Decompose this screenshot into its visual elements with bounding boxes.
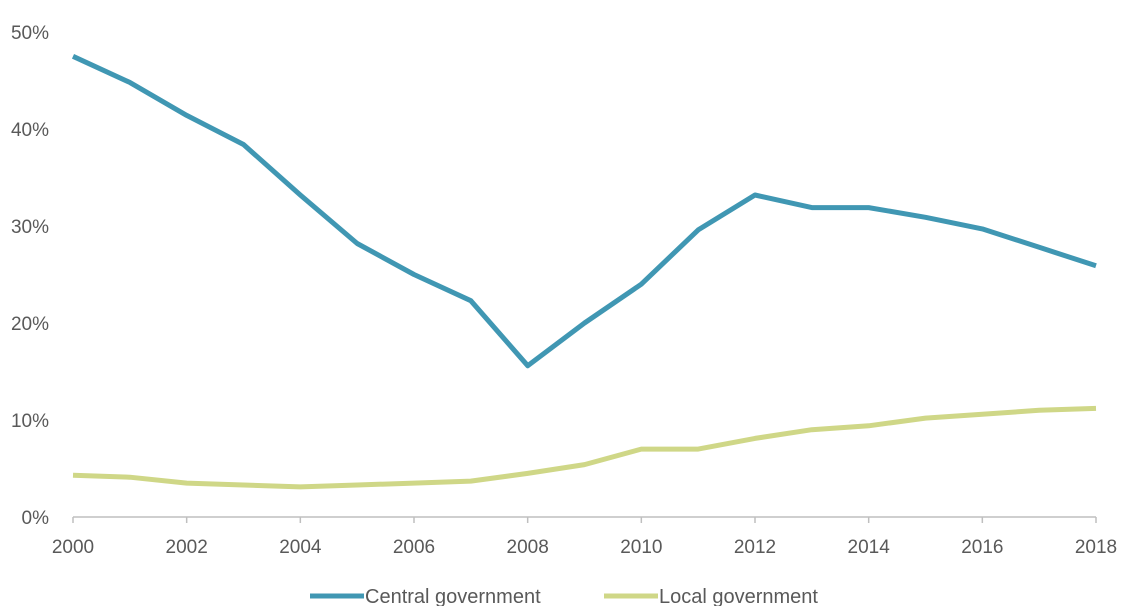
y-tick-label: 40% <box>11 120 49 141</box>
x-tick-label: 2010 <box>620 537 662 558</box>
legend-item-local: Local government <box>604 586 818 606</box>
local-government-line <box>72 405 1097 490</box>
x-tick-label: 2000 <box>52 537 94 558</box>
x-tick-label: 2006 <box>393 537 435 558</box>
central-government-line <box>71 54 1097 369</box>
x-tick-label: 2014 <box>848 537 891 558</box>
y-tick-label: 30% <box>11 217 49 238</box>
x-tick-label: 2012 <box>734 537 776 558</box>
legend-label: Central government <box>365 586 541 606</box>
x-tick-label: 2016 <box>961 537 1003 558</box>
x-tick-label: 2008 <box>507 537 549 558</box>
legend-item-central: Central government <box>310 586 541 606</box>
x-axis-ticks: 2000 2002 2004 2006 2008 2010 2012 2014 2016 2018 <box>52 517 1117 558</box>
x-tick-label: 2002 <box>166 537 208 558</box>
legend-label: Local government <box>659 586 818 606</box>
x-tick-label: 2004 <box>279 537 322 558</box>
y-axis-ticks: 0% 10% 20% 30% 40% 50% <box>11 23 49 529</box>
y-tick-label: 10% <box>11 411 49 432</box>
y-tick-label: 20% <box>11 314 49 335</box>
series-lines <box>71 54 1097 490</box>
x-tick-label: 2018 <box>1075 537 1117 558</box>
y-tick-label: 0% <box>22 508 50 529</box>
y-tick-label: 50% <box>11 23 49 44</box>
legend: Central government Local government <box>310 586 818 606</box>
